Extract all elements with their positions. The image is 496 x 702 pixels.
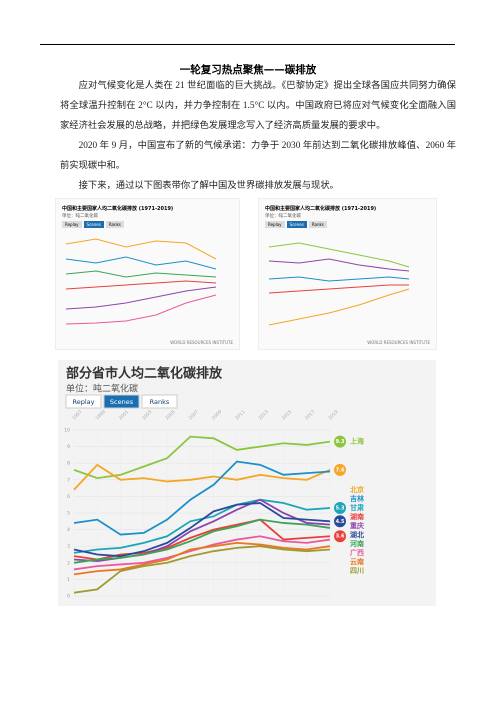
y-tick-label: 7 <box>67 477 70 483</box>
x-tick-label: 2007 <box>188 409 200 421</box>
x-tick-label: 2009 <box>211 409 223 421</box>
figure-title: 中国和主要国家人均二氧化碳排放 (1971-2019) <box>62 206 174 212</box>
paragraph: 2020 年 9 月，中国宣布了新的气候承诺：力争于 2030 年前达到二氧化碳… <box>60 141 456 171</box>
chart-panel: 部分省市人均二氧化碳排放 单位：吨二氧化碳 Replay Scenes Ranks 0… <box>58 360 436 606</box>
paragraph: 应对气候变化是人类在 21 世纪面临的巨大挑战。《巴黎协定》提出全球各国应共同努… <box>60 81 456 131</box>
legend-label: 广西 <box>350 548 364 557</box>
x-tick-label: 2011 <box>234 409 246 421</box>
series-line <box>73 460 331 536</box>
x-tick-label: 1997 <box>71 409 83 421</box>
button[interactable] <box>103 394 140 409</box>
series-line <box>73 498 331 563</box>
chart-title: 部分省市人均二氧化碳排放 <box>66 366 223 382</box>
y-tick-label: 2 <box>67 560 70 566</box>
x-tick-label: 2003 <box>141 409 153 421</box>
legend-label: 上海 <box>350 437 364 446</box>
top-rule <box>40 44 455 45</box>
doc-title: 一轮复习热点聚焦——碳排放 <box>179 64 317 76</box>
legend-label: 湖北 <box>350 530 364 539</box>
x-tick-label: 2013 <box>257 409 269 421</box>
button[interactable]: Replay <box>265 221 285 228</box>
legend-label: 四川 <box>350 567 364 575</box>
value-bubble <box>334 463 346 476</box>
x-tick-label: 2005 <box>164 409 176 421</box>
figure-unit: 单位：吨二氧化碳 <box>62 214 98 219</box>
y-tick-label: 4 <box>67 527 70 533</box>
x-tick-label: 2015 <box>281 409 293 421</box>
legend-label: 湖南 <box>350 512 364 521</box>
figure-unit: 单位：吨二氧化碳 <box>265 214 301 219</box>
button-label[interactable]: Ranks <box>150 398 170 406</box>
value-bubble <box>334 515 346 528</box>
logo: WORLD RESOURCES INSTITUTE <box>367 340 430 345</box>
button[interactable] <box>141 394 178 409</box>
chart: 部分省市人均二氧化碳排放 单位：吨二氧化碳 Replay Scenes Ranks 0… <box>64 366 365 600</box>
figure-lines <box>65 238 217 325</box>
series-line <box>73 435 331 480</box>
y-tick-label: 0 <box>67 594 70 600</box>
x-tick-label: 2001 <box>118 409 130 421</box>
button[interactable]: Ranks <box>105 221 124 228</box>
figure-title: 中国和主要国家人均二氧化碳排放 (1971-2019) <box>265 206 377 212</box>
value-label: 4.5 <box>336 519 345 525</box>
button[interactable]: Ranks <box>308 221 327 228</box>
y-tick-label: 1 <box>67 577 70 583</box>
figure-lines <box>268 242 410 326</box>
y-tick-label: 3 <box>67 544 70 550</box>
series-line <box>73 502 331 558</box>
figure: 中国和主要国家人均二氧化碳排放 (1971-2019) 单位：吨二氧化碳 Rep… <box>258 198 437 350</box>
legend-label: 重庆 <box>350 521 364 530</box>
y-tick-label: 8 <box>67 461 70 467</box>
legend-label: 甘肃 <box>350 503 364 512</box>
series-line <box>73 541 331 576</box>
figure: 中国和主要国家人均二氧化碳排放 (1971-2019) 单位：吨二氧化碳 Rep… <box>55 198 240 350</box>
value-bubble <box>334 435 346 448</box>
y-tick-label: 10 <box>64 428 70 434</box>
value-label: 3.6 <box>336 534 345 540</box>
chart-unit: 单位：吨二氧化碳 <box>66 383 138 395</box>
x-tick-label: 1999 <box>94 409 106 421</box>
value-label: 9.3 <box>336 439 345 445</box>
y-tick-label: 6 <box>67 494 70 500</box>
value-label: 7.6 <box>336 467 345 473</box>
value-bubble <box>334 502 346 515</box>
logo: WORLD RESOURCES INSTITUTE <box>170 340 233 345</box>
legend-label: 吉林 <box>350 494 365 503</box>
x-tick-label: 2019 <box>327 409 339 421</box>
series-line <box>73 518 331 564</box>
button[interactable]: Scenes <box>286 221 307 228</box>
y-tick-label: 5 <box>67 511 70 517</box>
button[interactable] <box>65 394 102 409</box>
series-line <box>73 463 331 491</box>
legend-label: 北京 <box>350 485 364 494</box>
y-tick-label: 9 <box>67 444 70 450</box>
button-label[interactable]: Scenes <box>110 398 134 406</box>
series-line <box>73 545 331 594</box>
legend-label: 河南 <box>350 539 364 548</box>
button[interactable]: Scenes <box>83 221 104 228</box>
button[interactable]: Replay <box>62 221 82 228</box>
x-tick-label: 2017 <box>304 409 316 421</box>
value-bubble <box>334 530 346 543</box>
paragraph: 接下来，通过以下图表带你了解中国及世界碳排放发展与现状。 <box>78 181 339 191</box>
button-label[interactable]: Replay <box>73 398 95 406</box>
legend-label: 云南 <box>350 557 364 566</box>
value-label: 5.3 <box>336 506 345 512</box>
